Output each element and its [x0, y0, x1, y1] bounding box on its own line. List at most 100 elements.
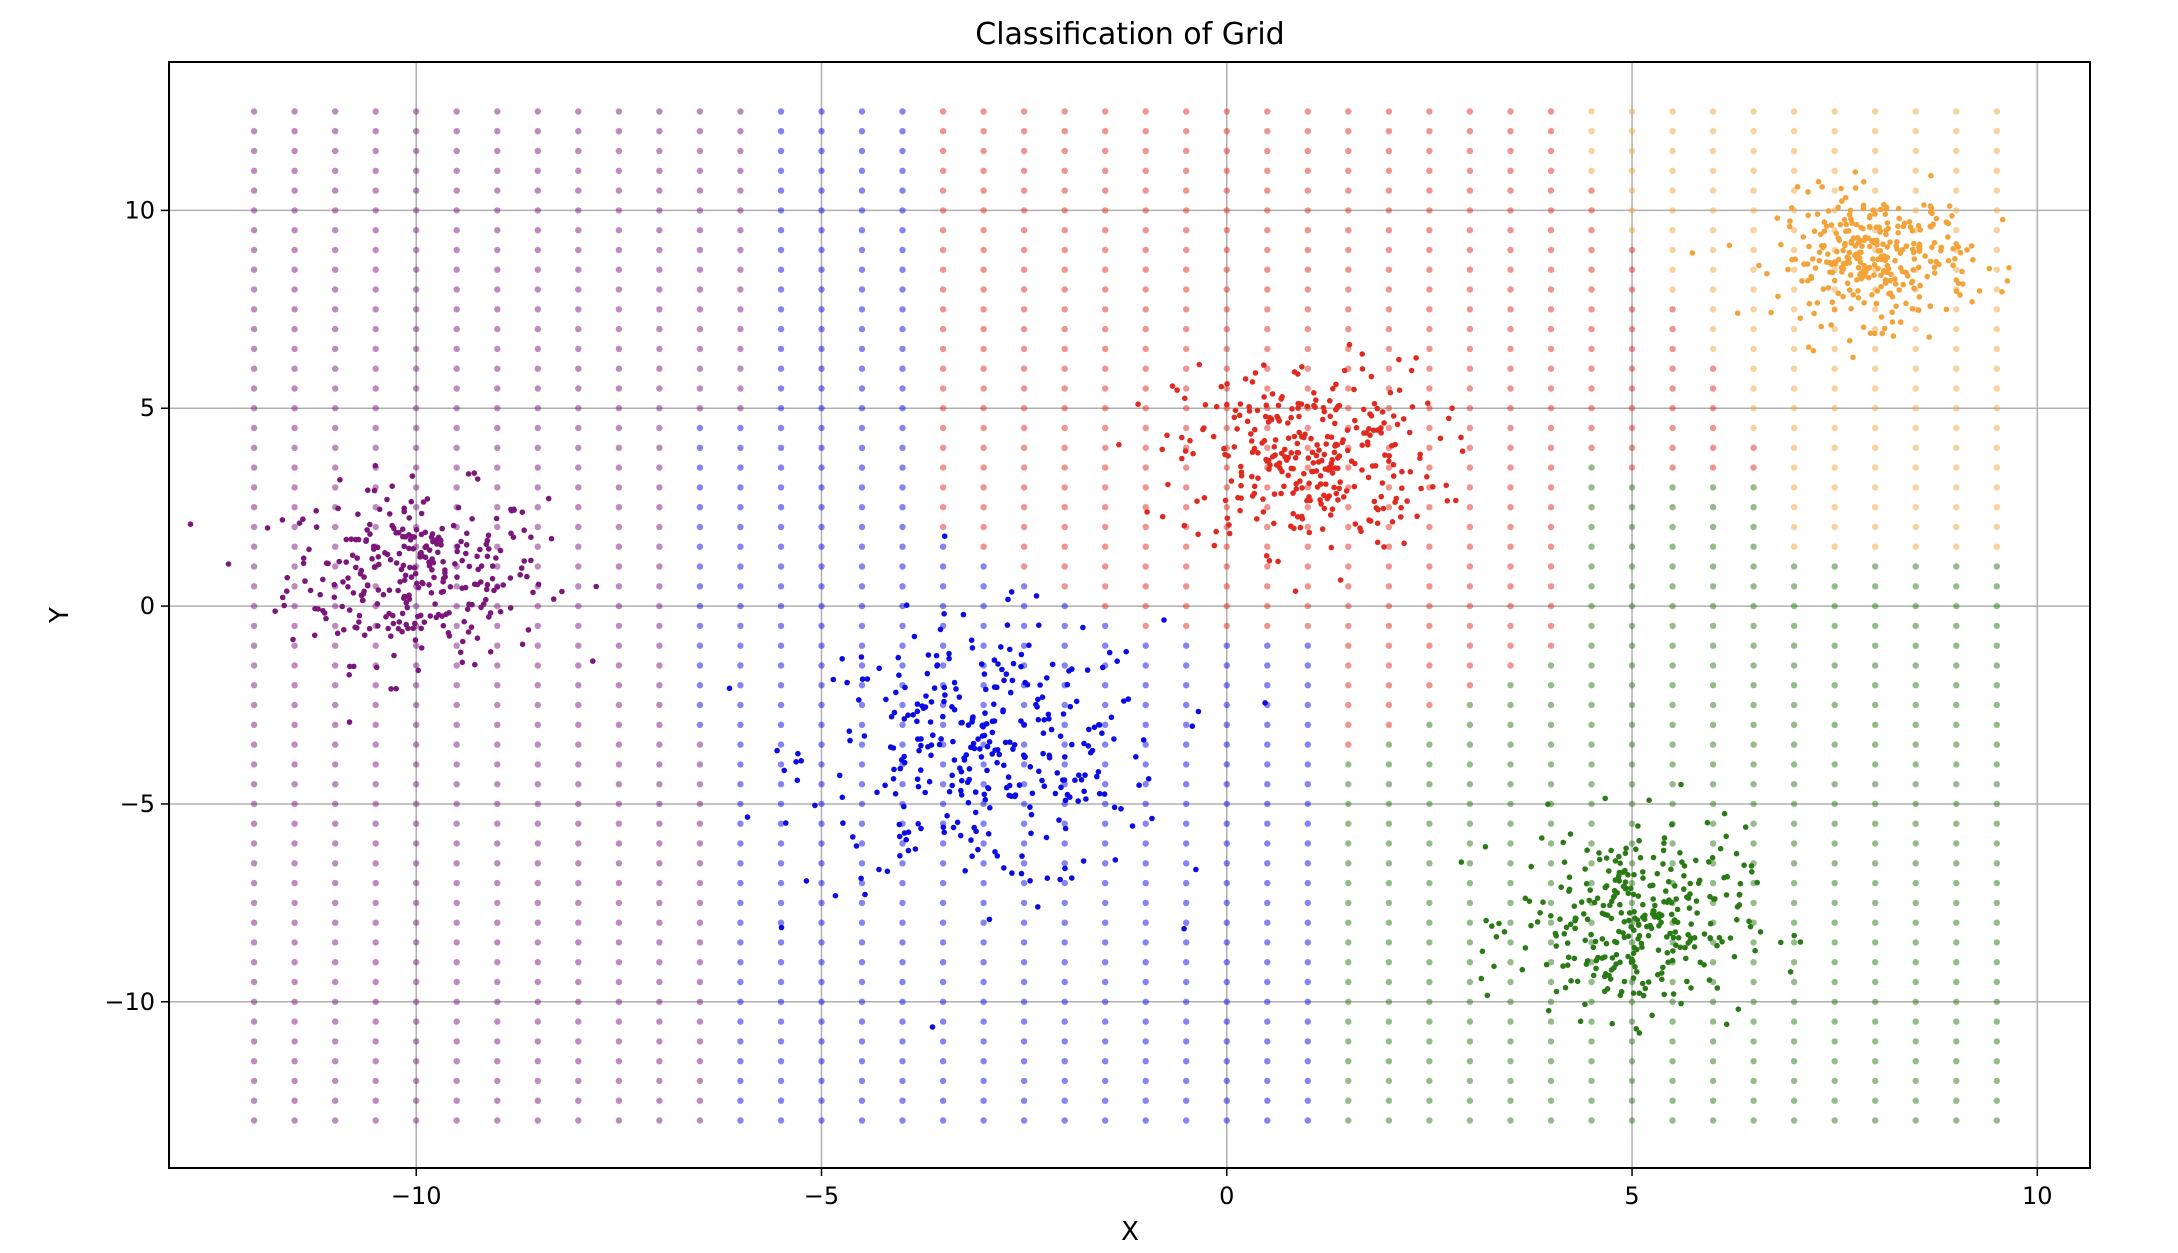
grid-point-orange: [1831, 484, 1838, 491]
grid-point-purple: [656, 286, 663, 293]
grid-point-purple: [250, 484, 258, 491]
grid-point-red: [1426, 622, 1433, 630]
grid-point-purple: [413, 345, 420, 353]
grid-point-red: [939, 405, 947, 412]
data-point-red: [1302, 431, 1308, 438]
data-point-red: [1430, 484, 1436, 490]
data-point-red: [1359, 467, 1365, 473]
grid-point-red: [1345, 325, 1352, 333]
data-point-red: [1248, 431, 1254, 437]
grid-point-red: [1304, 207, 1312, 214]
grid-point-purple: [615, 959, 623, 966]
grid-point-blue: [696, 622, 704, 630]
grid-point-purple: [413, 682, 420, 689]
grid-point-red: [1345, 187, 1352, 194]
grid-point-purple: [332, 246, 339, 254]
x-tick-label: 5: [1624, 1182, 1639, 1210]
grid-point-blue: [818, 721, 825, 728]
grid-point-purple: [534, 919, 541, 926]
grid-point-orange: [1912, 108, 1919, 115]
data-point-orange: [1897, 319, 1904, 325]
data-point-orange: [1915, 222, 1922, 229]
grid-point-purple: [534, 741, 541, 748]
data-point-blue: [959, 777, 965, 784]
data-point-orange: [1922, 253, 1928, 259]
grid-point-orange: [1709, 345, 1717, 353]
grid-point-purple: [656, 761, 663, 768]
grid-point-purple: [575, 622, 582, 630]
data-point-red: [1295, 405, 1301, 411]
grid-point-red: [980, 385, 987, 392]
grid-point-orange: [1993, 405, 2001, 412]
data-point-blue: [918, 767, 924, 773]
data-point-red: [1249, 379, 1256, 385]
grid-point-red: [1223, 543, 1231, 550]
grid-point-red: [1385, 484, 1393, 491]
grid-point-red: [1345, 227, 1352, 234]
grid-point-blue: [818, 167, 825, 174]
grid-point-red: [1102, 543, 1109, 550]
grid-point-blue: [1223, 820, 1231, 827]
grid-point-red: [1020, 365, 1028, 372]
grid-point-red: [1102, 405, 1109, 412]
grid-point-orange: [1912, 464, 1919, 471]
grid-point-purple: [250, 860, 258, 867]
data-point-purple: [474, 476, 481, 482]
grid-point-blue: [1142, 899, 1149, 907]
grid-point-red: [1466, 187, 1474, 194]
data-point-purple: [354, 625, 360, 631]
data-point-purple: [489, 575, 496, 582]
grid-point-purple: [332, 1077, 339, 1085]
grid-point-green: [1466, 879, 1474, 887]
grid-point-purple: [656, 266, 663, 273]
grid-point-purple: [453, 405, 460, 412]
grid-point-green: [1831, 800, 1838, 808]
grid-point-blue: [737, 484, 744, 491]
data-point-blue: [979, 733, 986, 739]
grid-point-green: [1993, 939, 2001, 946]
data-point-green: [1489, 923, 1495, 929]
grid-point-orange: [1831, 523, 1838, 531]
grid-point-orange: [1588, 167, 1595, 174]
grid-point-purple: [413, 741, 420, 748]
data-point-red: [1408, 367, 1415, 374]
grid-point-orange: [1790, 385, 1798, 392]
grid-point-purple: [494, 820, 501, 827]
grid-point-blue: [818, 602, 825, 610]
grid-point-orange: [1912, 424, 1919, 432]
grid-point-purple: [250, 543, 258, 550]
data-point-red: [1379, 480, 1386, 486]
grid-point-red: [1466, 306, 1474, 313]
data-point-orange: [1907, 224, 1914, 230]
grid-point-blue: [858, 1018, 866, 1025]
grid-point-purple: [250, 662, 258, 669]
data-point-green: [1632, 964, 1638, 970]
data-point-green: [1723, 1021, 1730, 1028]
grid-point-green: [1750, 583, 1757, 590]
data-point-red: [1236, 412, 1243, 419]
grid-point-blue: [1223, 721, 1231, 728]
data-point-purple: [300, 516, 306, 522]
grid-point-blue: [858, 998, 866, 1005]
data-point-green: [1522, 945, 1529, 951]
data-point-red: [1335, 455, 1341, 461]
grid-point-green: [1669, 523, 1676, 531]
grid-point-blue: [858, 306, 866, 313]
grid-point-red: [1304, 563, 1312, 570]
grid-point-purple: [656, 345, 663, 353]
data-point-purple: [464, 530, 470, 537]
grid-point-green: [1588, 464, 1595, 471]
data-point-orange: [1916, 248, 1923, 254]
grid-point-green: [1385, 840, 1393, 847]
grid-point-purple: [250, 167, 258, 174]
data-point-green: [1621, 978, 1628, 985]
grid-point-blue: [1142, 800, 1149, 808]
data-point-blue: [951, 679, 958, 686]
data-point-purple: [296, 520, 303, 526]
data-point-green: [1648, 925, 1655, 932]
data-point-blue: [1061, 777, 1068, 783]
data-point-orange: [1785, 266, 1791, 273]
grid-point-blue: [980, 840, 987, 847]
data-point-blue: [978, 754, 985, 760]
data-point-green: [1688, 985, 1694, 991]
